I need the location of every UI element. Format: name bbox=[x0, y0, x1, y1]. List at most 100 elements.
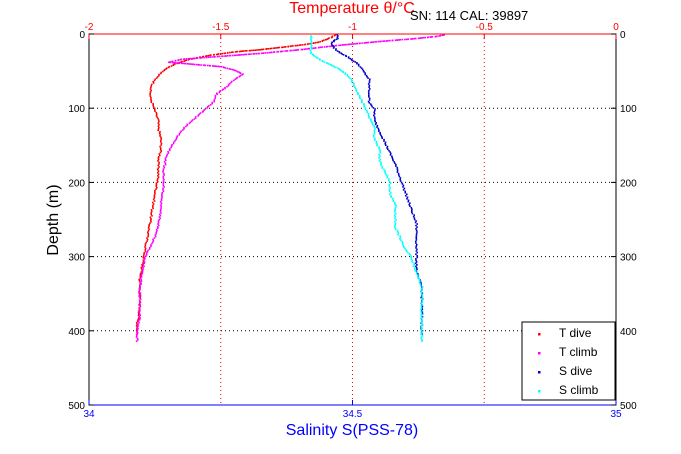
data-point bbox=[415, 232, 418, 235]
data-point bbox=[415, 265, 417, 268]
data-point bbox=[150, 85, 152, 87]
data-point bbox=[411, 212, 414, 215]
data-point bbox=[331, 43, 333, 46]
data-point bbox=[319, 40, 321, 43]
series-t-climb bbox=[135, 34, 445, 342]
data-point bbox=[137, 324, 139, 327]
data-point bbox=[356, 62, 358, 65]
data-point bbox=[441, 34, 444, 37]
data-point bbox=[209, 56, 212, 58]
data-point bbox=[211, 56, 213, 58]
data-point bbox=[141, 265, 144, 268]
data-point bbox=[410, 255, 412, 257]
data-point bbox=[150, 245, 152, 248]
data-point bbox=[138, 318, 141, 321]
data-point bbox=[411, 208, 413, 210]
data-point bbox=[395, 204, 397, 207]
data-point bbox=[346, 74, 349, 76]
data-point bbox=[342, 54, 345, 56]
data-point bbox=[143, 259, 145, 262]
data-point bbox=[164, 162, 167, 164]
bottom-tick-label: 34 bbox=[83, 409, 95, 420]
data-point bbox=[411, 209, 413, 212]
data-point bbox=[440, 34, 442, 37]
data-point bbox=[230, 81, 232, 84]
data-point bbox=[162, 183, 165, 185]
data-point bbox=[208, 105, 210, 107]
data-point bbox=[163, 174, 165, 176]
data-point bbox=[415, 228, 417, 230]
data-point bbox=[170, 65, 173, 67]
data-point bbox=[310, 39, 312, 41]
data-point bbox=[242, 73, 244, 75]
data-point bbox=[246, 50, 248, 52]
data-point bbox=[379, 152, 382, 154]
data-point bbox=[379, 150, 381, 153]
data-point bbox=[139, 284, 141, 287]
data-point bbox=[415, 267, 418, 269]
top-axis-label: Temperature θ/°C bbox=[289, 0, 415, 17]
data-point bbox=[420, 310, 423, 312]
data-point bbox=[156, 169, 159, 171]
data-point bbox=[394, 201, 396, 204]
data-point bbox=[390, 194, 392, 197]
right-tick-label: 0 bbox=[620, 30, 626, 41]
data-point bbox=[417, 275, 419, 278]
data-point bbox=[390, 152, 392, 155]
data-point bbox=[346, 43, 348, 46]
data-point bbox=[369, 118, 372, 120]
data-point bbox=[163, 166, 166, 169]
data-point bbox=[421, 313, 424, 315]
data-point bbox=[200, 57, 202, 59]
data-point bbox=[364, 108, 367, 111]
data-point bbox=[148, 225, 150, 227]
data-point bbox=[371, 122, 374, 125]
data-point bbox=[183, 128, 185, 130]
data-point bbox=[183, 62, 186, 65]
data-point bbox=[316, 57, 319, 60]
data-point bbox=[156, 180, 159, 183]
left-tick-label: 200 bbox=[68, 178, 85, 189]
data-point bbox=[238, 75, 241, 78]
data-point bbox=[420, 327, 422, 329]
data-point bbox=[376, 124, 379, 127]
left-tick-label: 400 bbox=[68, 327, 85, 338]
data-point bbox=[309, 42, 311, 45]
data-point bbox=[174, 140, 176, 142]
data-point bbox=[209, 104, 212, 106]
data-point bbox=[201, 56, 204, 58]
data-point bbox=[150, 218, 152, 220]
data-point bbox=[160, 141, 162, 143]
data-point bbox=[405, 249, 407, 251]
data-point bbox=[144, 246, 146, 248]
data-point bbox=[158, 219, 160, 221]
data-point bbox=[197, 63, 199, 66]
data-point bbox=[427, 36, 429, 39]
data-point bbox=[443, 34, 445, 36]
data-point bbox=[336, 34, 339, 36]
data-point bbox=[348, 77, 351, 79]
data-point bbox=[183, 60, 185, 62]
data-point bbox=[351, 59, 353, 62]
data-point bbox=[136, 320, 139, 322]
data-point bbox=[162, 169, 164, 172]
data-point bbox=[413, 214, 415, 216]
data-point bbox=[421, 293, 423, 296]
data-point bbox=[333, 40, 335, 43]
data-point bbox=[150, 89, 152, 92]
data-point bbox=[421, 299, 424, 302]
data-point bbox=[347, 57, 350, 59]
data-point bbox=[207, 106, 209, 108]
data-point bbox=[231, 80, 233, 83]
data-point bbox=[222, 55, 224, 57]
data-point bbox=[368, 99, 371, 101]
data-point bbox=[232, 51, 234, 53]
data-point bbox=[201, 56, 203, 59]
left-tick-label: 0 bbox=[79, 30, 85, 41]
legend-label: T climb bbox=[559, 345, 598, 359]
data-point bbox=[248, 53, 251, 55]
data-point bbox=[399, 178, 401, 181]
right-tick-label: 200 bbox=[620, 178, 637, 189]
legend-marker bbox=[538, 371, 541, 374]
